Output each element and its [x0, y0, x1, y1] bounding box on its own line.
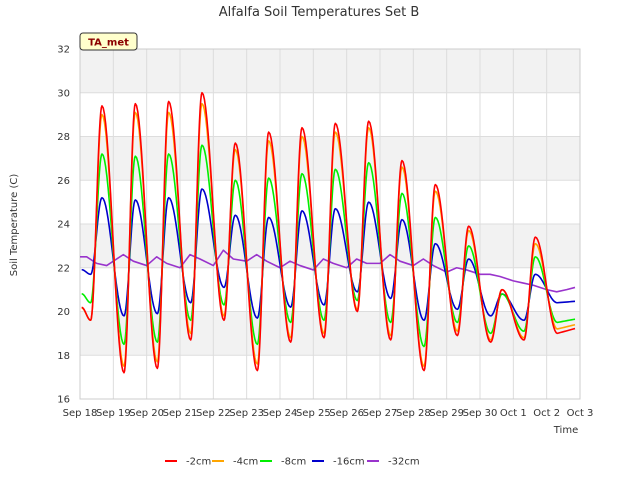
x-tick-label: Oct 3: [567, 408, 594, 419]
station-badge-text: TA_met: [88, 38, 129, 49]
x-tick-label: Sep 28: [396, 408, 431, 419]
x-tick-label: Sep 19: [96, 408, 131, 419]
y-tick-label: 22: [57, 263, 70, 274]
legend-label: -2cm: [186, 457, 211, 468]
x-tick-label: Sep 26: [329, 408, 364, 419]
y-tick-label: 30: [57, 88, 70, 99]
x-tick-label: Sep 23: [229, 408, 264, 419]
y-tick-label: 20: [57, 307, 70, 318]
plot-band: [80, 49, 580, 93]
legend-label: -32cm: [388, 457, 420, 468]
x-tick-label: Oct 2: [533, 408, 560, 419]
x-tick-label: Oct 1: [500, 408, 527, 419]
y-tick-label: 16: [57, 395, 70, 406]
y-axis-label: Soil Temperature (C): [9, 174, 20, 277]
grid-lines: [79, 48, 581, 400]
legend-label: -8cm: [281, 457, 306, 468]
series-line-2cmcm: [81, 91, 576, 374]
x-tick-label: Sep 30: [463, 408, 498, 419]
x-axis-label: Time: [553, 425, 578, 436]
y-tick-label: 26: [57, 176, 70, 187]
legend: -2cm -4cm -8cm -16cm -32cm: [165, 457, 420, 468]
series-layer: [80, 91, 576, 374]
x-tick-label: Sep 20: [129, 408, 164, 419]
plot-band: [80, 136, 580, 181]
y-tick-labels: 16 18 20 22 24 26 28 30 32: [57, 45, 70, 406]
x-tick-label: Sep 22: [196, 408, 231, 419]
station-badge: TA_met: [79, 32, 138, 51]
chart-title: Alfalfa Soil Temperatures Set B: [219, 5, 420, 20]
x-tick-label: Sep 25: [296, 408, 331, 419]
x-tick-label: Sep 24: [263, 408, 298, 419]
plot-border: [79, 48, 581, 400]
y-tick-label: 18: [57, 351, 70, 362]
x-tick-label: Sep 29: [429, 408, 464, 419]
y-tick-label: 28: [57, 132, 70, 143]
legend-label: -4cm: [233, 457, 258, 468]
y-tick-label: 24: [57, 220, 70, 231]
x-tick-label: Sep 21: [163, 408, 198, 419]
series-line-16cmcm: [81, 188, 576, 322]
x-tick-label: Sep 18: [63, 408, 98, 419]
legend-label: -16cm: [333, 457, 365, 468]
x-tick-label: Sep 27: [363, 408, 398, 419]
y-tick-label: 32: [57, 45, 70, 56]
station-badge-box: [79, 32, 138, 51]
